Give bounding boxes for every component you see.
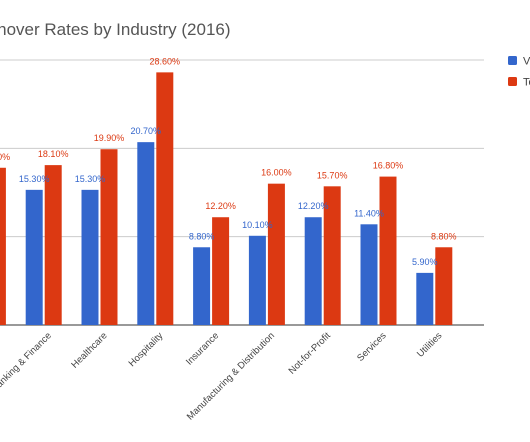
data-label: 16.00% <box>261 168 292 178</box>
bar-series1 <box>416 272 434 325</box>
bar-series2 <box>44 165 62 325</box>
data-label: 15.30% <box>19 174 50 184</box>
data-label: 18.10% <box>38 149 69 159</box>
x-tick-label: Banking & Finance <box>0 330 54 394</box>
x-tick-label: Healthcare <box>69 330 109 370</box>
bar-series2 <box>435 247 453 325</box>
data-label: 8.80% <box>189 231 215 241</box>
x-tick-label: Hospitality <box>127 330 166 369</box>
bar-series2 <box>100 149 118 325</box>
bar-series2 <box>0 167 6 325</box>
data-label: 12.20% <box>298 201 329 211</box>
bar-series2 <box>267 183 285 325</box>
chart-title: urnover Rates by Industry (2016) <box>0 20 231 39</box>
data-label: 5.90% <box>412 257 438 267</box>
data-label: 15.70% <box>317 170 348 180</box>
x-tick-label: Not-for-Profit <box>287 330 333 376</box>
bar-series1 <box>25 189 43 325</box>
bar-series1 <box>137 142 155 325</box>
bars <box>0 72 453 325</box>
x-tick-label: Insurance <box>184 330 221 367</box>
bar-series1 <box>360 224 378 325</box>
legend-swatch <box>508 56 517 65</box>
bar-series1 <box>81 189 99 325</box>
bar-series1 <box>193 247 211 325</box>
data-label: 15.30% <box>75 174 106 184</box>
data-label: 11.40% <box>354 208 384 218</box>
legend-swatch <box>508 77 517 86</box>
bar-series2 <box>323 186 341 325</box>
data-label: 20.70% <box>131 126 162 136</box>
legend: V To <box>508 56 530 89</box>
data-label: 28.60% <box>150 56 181 66</box>
bar-series2 <box>212 217 230 325</box>
bar-series2 <box>379 176 397 325</box>
x-tick-label: Services <box>355 330 389 364</box>
data-label: 7.80% <box>0 152 10 162</box>
bar-series2 <box>156 72 174 325</box>
x-tick-labels: esBanking & FinanceHealthcareHospitality… <box>0 330 445 422</box>
bar-series1 <box>304 217 322 325</box>
x-tick-label: Utilities <box>415 330 445 360</box>
legend-label: To <box>523 77 530 89</box>
gridlines <box>0 59 484 326</box>
data-label: 8.80% <box>431 231 457 241</box>
bar-series1 <box>248 235 266 325</box>
data-label: 12.20% <box>205 201 236 211</box>
data-label: 16.80% <box>373 161 404 171</box>
data-label: 19.90% <box>94 133 125 143</box>
data-labels: .0%7.80%15.30%18.10%15.30%19.90%20.70%28… <box>0 56 457 267</box>
data-label: 10.10% <box>242 220 273 230</box>
legend-label: V <box>523 56 530 68</box>
